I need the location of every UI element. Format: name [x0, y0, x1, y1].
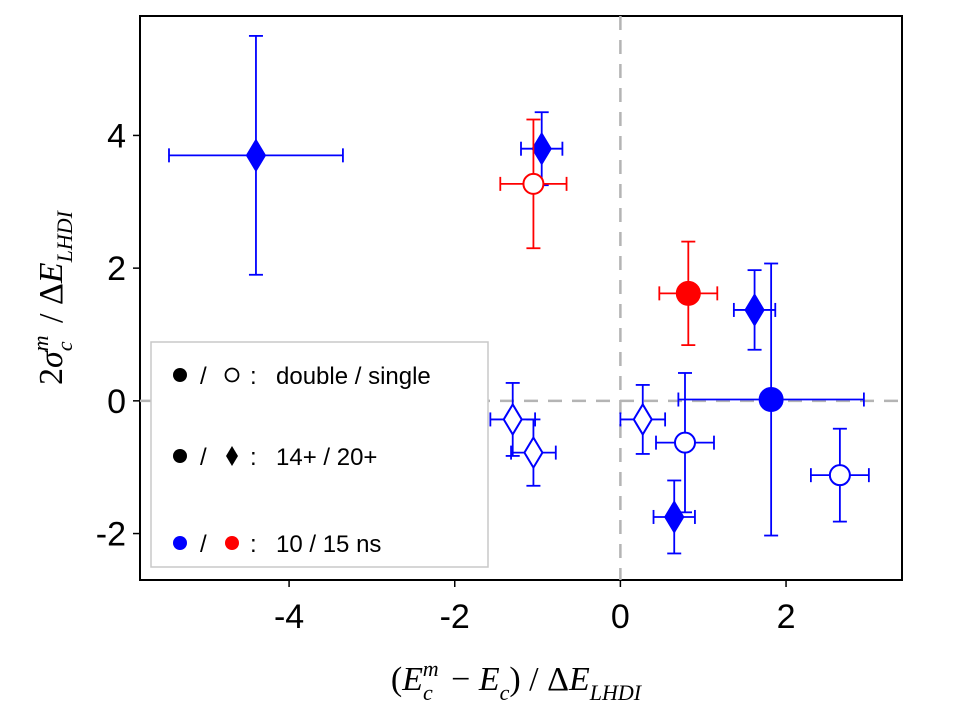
- y-axis-ticks: -2 0 2 4: [96, 117, 140, 554]
- data-point-blue-open-circle: [809, 427, 870, 523]
- data-point-blue-filled-diamond: [520, 111, 564, 187]
- legend-black-open-circle-icon: [224, 367, 240, 383]
- circle-marker: [758, 387, 784, 413]
- legend-black-filled-circle-icon: [173, 368, 187, 382]
- legend-text-charge-state: 14+ / 20+: [276, 444, 377, 471]
- y-tick-label: -2: [96, 516, 126, 554]
- legend-colon-1: :: [250, 363, 257, 390]
- legend-slash-1: /: [200, 363, 207, 390]
- legend-blue-filled-circle-icon: [173, 536, 187, 550]
- diamond-marker: [632, 402, 653, 437]
- circle-marker: [675, 280, 701, 306]
- legend-colon-3: :: [250, 531, 257, 558]
- circle-marker: [522, 172, 545, 195]
- y-tick-label: 4: [107, 117, 126, 155]
- data-points: [168, 35, 870, 555]
- legend-slash-2: /: [200, 444, 207, 471]
- x-axis-label: (Ecm − Ec) / ΔELHDI: [391, 656, 643, 705]
- diamond-marker: [245, 138, 267, 173]
- data-point-red-open-circle: [499, 118, 568, 250]
- legend-text-pulse-length: 10 / 15 ns: [276, 531, 381, 558]
- data-point-red-filled-circle: [658, 240, 719, 347]
- diamond-marker: [523, 435, 544, 470]
- data-point-blue-open-diamond: [619, 384, 667, 455]
- data-point-blue-open-circle: [655, 372, 715, 514]
- circle-marker: [673, 431, 696, 454]
- legend-colon-2: :: [250, 444, 257, 471]
- y-axis-label: 2σcm / ΔELHDI: [28, 209, 77, 385]
- legend-text-double-single: double / single: [276, 363, 431, 390]
- x-axis-ticks: -4 -2 0 2: [274, 580, 796, 636]
- diamond-marker: [502, 402, 523, 437]
- data-point-blue-open-diamond: [510, 418, 557, 487]
- diamond-marker: [531, 131, 552, 166]
- diamond-marker: [664, 500, 685, 534]
- data-point-blue-open-diamond: [489, 382, 536, 457]
- x-tick-label: 2: [777, 598, 796, 636]
- x-tick-label: -2: [440, 598, 470, 636]
- legend-box: [150, 341, 489, 568]
- legend-black-filled-diamond-icon: [226, 446, 238, 466]
- diamond-marker: [744, 293, 765, 327]
- data-point-blue-filled-diamond: [168, 35, 344, 276]
- plot-frame: [139, 15, 903, 581]
- legend-slash-3: /: [200, 531, 207, 558]
- y-tick-label: 2: [107, 250, 126, 288]
- data-point-blue-filled-circle: [677, 262, 865, 537]
- y-tick-label: 0: [107, 383, 126, 421]
- circle-marker: [828, 464, 851, 487]
- data-point-blue-filled-diamond: [732, 269, 777, 351]
- data-point-blue-filled-diamond: [652, 479, 696, 555]
- legend-red-filled-circle-icon: [225, 536, 239, 550]
- x-tick-label: 0: [611, 598, 630, 636]
- legend: / : double / single / : 14+ / 20+ / : 10…: [150, 341, 489, 568]
- legend-black-filled-circle-icon: [173, 449, 187, 463]
- x-tick-label: -4: [274, 598, 304, 636]
